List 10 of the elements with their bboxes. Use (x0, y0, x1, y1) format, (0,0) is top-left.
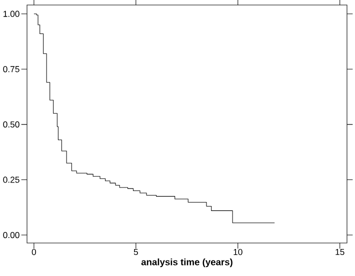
x-axis-title: analysis time (years) (141, 258, 232, 268)
y-tick-label: 0.25 (3, 176, 20, 183)
x-tick-label: 10 (234, 248, 242, 256)
y-tick-label: 1.00 (4, 10, 20, 17)
x-tick-label: 5 (134, 248, 138, 255)
x-tick-label: 0 (32, 248, 36, 256)
y-tick-label: 0.00 (3, 232, 20, 238)
y-tick-label: 0.50 (3, 121, 20, 128)
x-tick-label: 15 (336, 248, 344, 255)
y-tick-label: 0.75 (3, 66, 20, 72)
